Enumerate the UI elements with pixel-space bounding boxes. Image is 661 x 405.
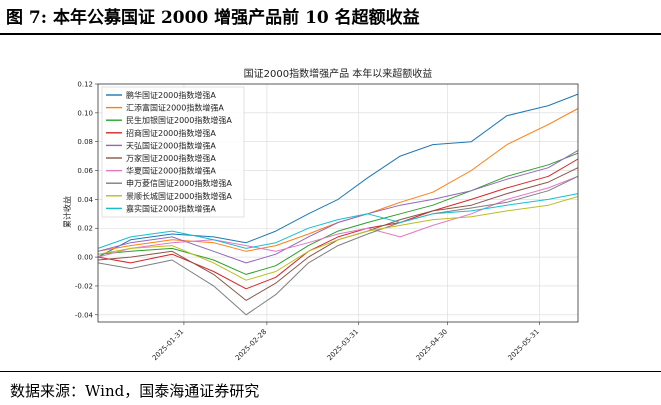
y-tick-label: 0.00 bbox=[77, 254, 93, 262]
figure-number: 图 7: bbox=[6, 8, 48, 28]
series-lines bbox=[97, 93, 579, 316]
y-tick-label: 0.02 bbox=[77, 225, 93, 233]
series-line-1 bbox=[97, 93, 579, 258]
y-tick-label: 0.10 bbox=[77, 109, 93, 117]
legend-label: 民生加银国证2000指数增强A bbox=[126, 115, 232, 125]
legend: 鹏华国证2000指数增强A 汇添富国证2000指数增强A 民生加银国证2000指数增… bbox=[101, 86, 245, 218]
series-line-10 bbox=[97, 193, 579, 249]
x-tick-label: 2025-03-31 bbox=[326, 328, 360, 362]
title-rule bbox=[0, 33, 661, 35]
y-tick-label: 0.06 bbox=[77, 167, 93, 175]
legend-label: 嘉实国证2000指数增强A bbox=[126, 203, 216, 213]
figure-title: 图 7: 本年公募国证 2000 增强产品前 10 名超额收益 bbox=[6, 4, 420, 32]
x-tick-label: 2025-02-28 bbox=[234, 328, 268, 362]
y-tick-label: -0.04 bbox=[75, 311, 94, 319]
source-note: 数据来源：Wind，国泰海通证券研究 bbox=[10, 382, 260, 400]
source-rule bbox=[0, 371, 661, 372]
series-line-3 bbox=[97, 152, 579, 275]
legend-label: 华夏国证2000指数增强A bbox=[126, 166, 216, 176]
chart: 国证2000指数增强产品 本年以来超额收益 累计收益 -0.04 -0.02 0.0… bbox=[62, 67, 579, 362]
y-tick-label: 0.04 bbox=[77, 196, 93, 204]
y-ticks: -0.04 -0.02 0.00 0.02 0.04 0.06 0.08 0.10 0.12 bbox=[75, 81, 98, 319]
x-tick-label: 2025-04-30 bbox=[415, 328, 449, 362]
chart-title: 国证2000指数增强产品 本年以来超额收益 bbox=[244, 67, 433, 80]
legend-box bbox=[101, 86, 245, 218]
legend-label: 万家国证2000指数增强A bbox=[126, 153, 216, 163]
x-tick-label: 2025-05-31 bbox=[506, 328, 540, 362]
series-line-8 bbox=[97, 175, 579, 316]
legend-label: 汇添富国证2000指数增强A bbox=[126, 103, 224, 113]
series-line-4 bbox=[97, 158, 579, 290]
legend-label: 鹏华国证2000指数增强A bbox=[126, 90, 216, 100]
series-line-9 bbox=[97, 196, 579, 281]
y-tick-label: -0.02 bbox=[75, 282, 93, 290]
y-tick-label: 0.08 bbox=[77, 138, 93, 146]
legend-label: 景顺长城国证2000指数增强A bbox=[126, 191, 232, 201]
y-axis-label: 累计收益 bbox=[62, 196, 72, 228]
legend-label: 申万菱信国证2000指数增强A bbox=[126, 178, 232, 188]
legend-label: 招商国证2000指数增强A bbox=[126, 128, 216, 138]
x-tick-label: 2025-01-31 bbox=[151, 328, 185, 362]
plot-frame bbox=[97, 83, 579, 323]
figure-caption: 本年公募国证 2000 增强产品前 10 名超额收益 bbox=[53, 8, 420, 28]
y-tick-label: 0.12 bbox=[77, 81, 93, 89]
legend-label: 天弘国证2000指数增强A bbox=[126, 140, 216, 150]
x-ticks: 2025-01-31 2025-02-28 2025-03-31 2025-04-30… bbox=[151, 322, 541, 362]
